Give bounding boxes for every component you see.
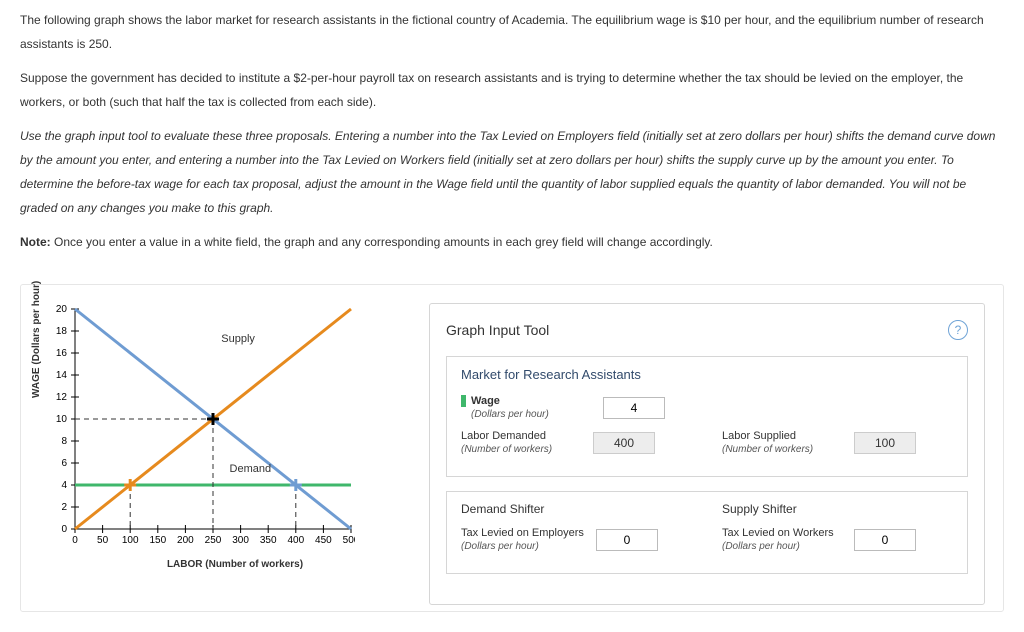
wage-bullet-icon	[461, 395, 466, 407]
x-axis-title: LABOR (Number of workers)	[75, 555, 395, 575]
svg-text:400: 400	[287, 535, 304, 546]
supply-shifter-title: Supply Shifter	[722, 502, 953, 518]
market-section: Market for Research Assistants Wage (Dol…	[446, 356, 968, 477]
panel-row: WAGE (Dollars per hour) 0 2 4 6 8 10 12 14 16 18 2…	[20, 284, 1004, 612]
wage-label: Wage	[471, 395, 500, 407]
svg-text:450: 450	[315, 535, 332, 546]
intro-text: The following graph shows the labor mark…	[20, 8, 1004, 254]
svg-text:250: 250	[205, 535, 222, 546]
svg-text:12: 12	[56, 392, 68, 403]
wage-input[interactable]	[603, 397, 665, 419]
tax-employers-sub: (Dollars per hour)	[461, 540, 584, 553]
tax-workers-sub: (Dollars per hour)	[722, 540, 842, 553]
note-text: Once you enter a value in a white field,…	[51, 235, 713, 249]
svg-text:500: 500	[343, 535, 355, 546]
svg-text:0: 0	[72, 535, 78, 546]
y-axis-title: WAGE (Dollars per hour)	[27, 281, 47, 398]
svg-text:2: 2	[61, 502, 67, 513]
chart-svg: 0246810121416182005010015020025030035040…	[35, 303, 355, 551]
intro-p1: The following graph shows the labor mark…	[20, 8, 1004, 56]
svg-text:200: 200	[177, 535, 194, 546]
svg-text:16: 16	[56, 348, 68, 359]
tax-employers-input[interactable]	[596, 529, 658, 551]
tax-workers-input[interactable]	[854, 529, 916, 551]
intro-p3: Use the graph input tool to evaluate the…	[20, 124, 1004, 220]
svg-text:18: 18	[56, 326, 68, 337]
svg-text:Demand: Demand	[230, 463, 272, 475]
svg-text:10: 10	[56, 414, 68, 425]
svg-text:20: 20	[56, 304, 68, 315]
labor-demanded-sub: (Number of workers)	[461, 443, 581, 456]
tool-title: Graph Input Tool	[446, 316, 549, 344]
labor-supplied-output	[854, 432, 916, 454]
svg-text:8: 8	[61, 436, 67, 447]
svg-text:Supply: Supply	[221, 333, 255, 345]
intro-p2: Suppose the government has decided to in…	[20, 66, 1004, 114]
svg-text:300: 300	[232, 535, 249, 546]
svg-text:4: 4	[61, 480, 67, 491]
labor-supplied-label: Labor Supplied	[722, 430, 796, 442]
labor-supplied-sub: (Number of workers)	[722, 443, 842, 456]
intro-note: Note: Once you enter a value in a white …	[20, 230, 1004, 254]
market-title: Market for Research Assistants	[461, 367, 953, 384]
chart[interactable]: WAGE (Dollars per hour) 0246810121416182…	[35, 303, 395, 575]
wage-field-group: Wage (Dollars per hour)	[461, 394, 953, 421]
labor-demanded-output	[593, 432, 655, 454]
svg-text:150: 150	[149, 535, 166, 546]
graph-input-tool: Graph Input Tool ? Market for Research A…	[429, 303, 985, 605]
note-label: Note:	[20, 235, 51, 249]
tax-employers-label: Tax Levied on Employers	[461, 527, 584, 539]
svg-text:50: 50	[97, 535, 109, 546]
labor-demanded-label: Labor Demanded	[461, 430, 546, 442]
svg-text:350: 350	[260, 535, 277, 546]
svg-text:6: 6	[61, 458, 67, 469]
tax-workers-label: Tax Levied on Workers	[722, 527, 834, 539]
wage-sub: (Dollars per hour)	[471, 408, 591, 421]
svg-text:0: 0	[61, 524, 67, 535]
svg-text:100: 100	[122, 535, 139, 546]
help-icon[interactable]: ?	[948, 320, 968, 340]
demand-shifter-title: Demand Shifter	[461, 502, 692, 518]
shifter-section: Demand Shifter Tax Levied on Employers (…	[446, 491, 968, 574]
svg-text:14: 14	[56, 370, 68, 381]
